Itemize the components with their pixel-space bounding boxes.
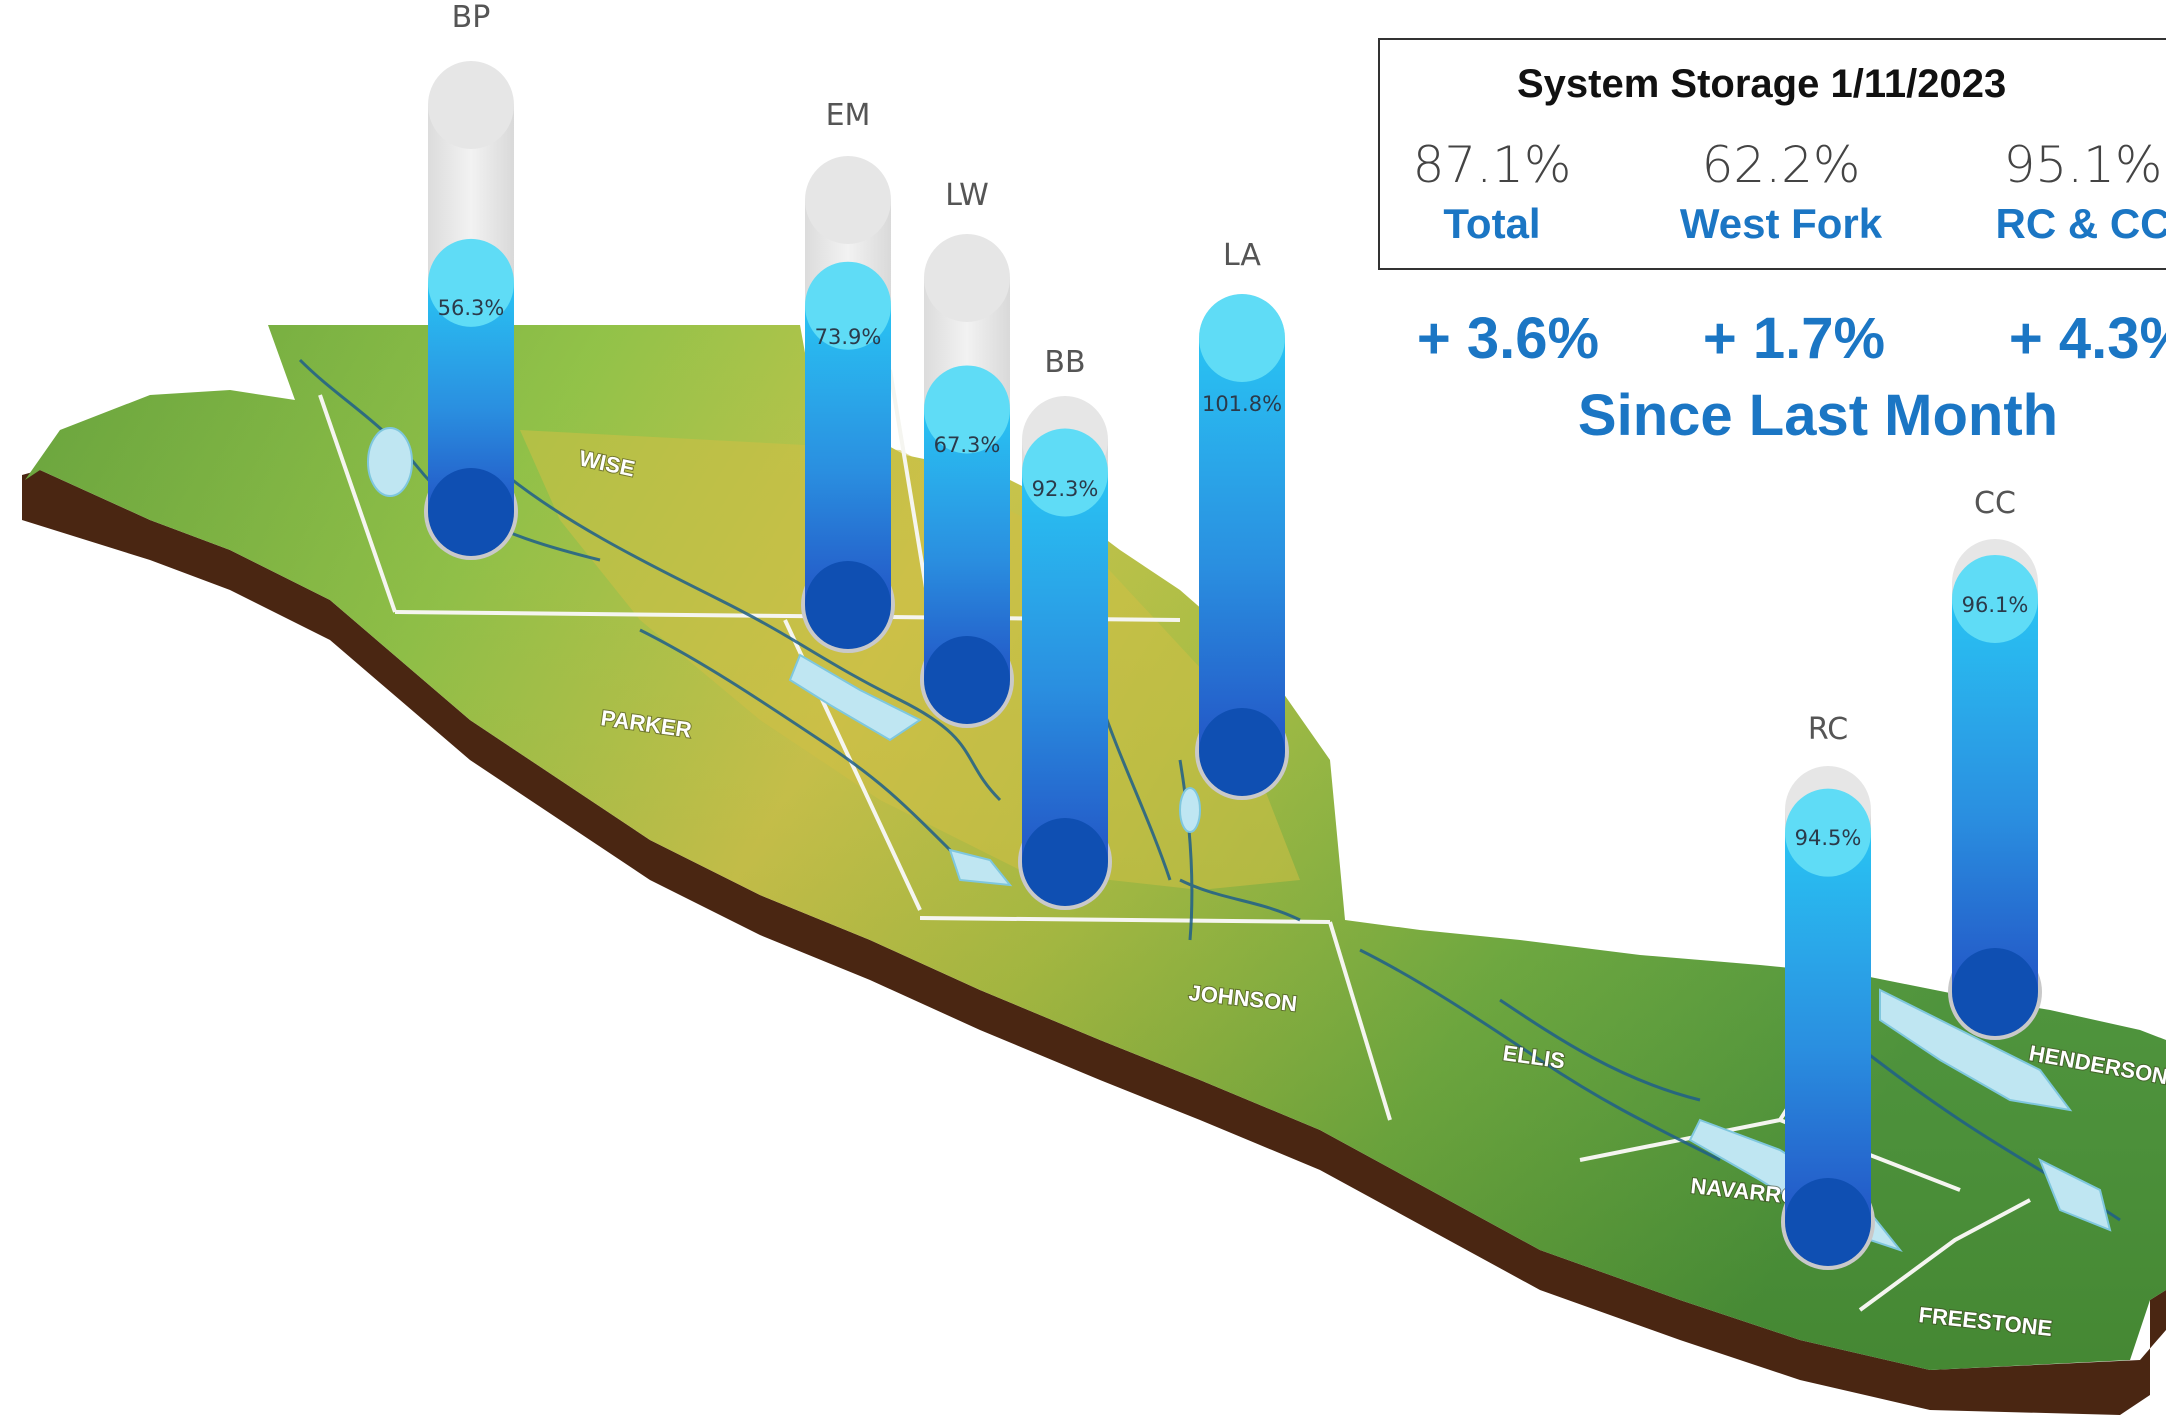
stat-rc-cc-label: RC & CC (1995, 200, 2166, 247)
gauge-water-surface (1952, 554, 2038, 643)
gauge-water-surface (805, 261, 891, 350)
gauge-water-base (1199, 708, 1285, 796)
gauge-water-base (1022, 818, 1108, 906)
reservoir-name-bp: BP (451, 0, 491, 35)
gauge-water-surface (428, 238, 514, 327)
gauge-lw (920, 234, 1014, 728)
gauge-water-surface (1785, 788, 1871, 877)
reservoir-storage-bp: 56.3% (437, 296, 505, 320)
gauge-water-base (428, 468, 514, 556)
gauge-water-surface (1199, 294, 1285, 382)
stat-total-label: Total (1443, 200, 1541, 247)
gauge-em (801, 156, 895, 653)
since-last-month-caption: Since Last Month (1577, 383, 2059, 448)
rivers (298, 358, 2121, 1222)
reservoir-name-bb: BB (1044, 345, 1086, 380)
gauge-water-fill (1199, 338, 1285, 752)
gauge-water-fill (1785, 832, 1871, 1222)
reservoir-storage-lw: 67.3% (933, 433, 1001, 457)
gauge-tube-cap (805, 156, 891, 244)
reservoir-name-la: LA (1223, 238, 1261, 273)
reservoir-storage-em: 73.9% (814, 325, 882, 349)
gauge-la (1195, 294, 1289, 800)
gauge-water-fill (1022, 472, 1108, 862)
change-west-fork: + 1.7% (1702, 306, 1886, 371)
gauge-water-fill (805, 305, 891, 605)
gauge-rc (1781, 766, 1875, 1270)
gauge-bp (424, 61, 518, 560)
gauge-bb (1018, 396, 1112, 910)
change-total: + 3.6% (1416, 306, 1600, 371)
gauge-water-base (805, 561, 891, 649)
gauge-tube-cap (924, 234, 1010, 322)
gauge-tube-cap (428, 61, 514, 149)
gauge-water-base (924, 636, 1010, 724)
reservoir-storage-rc: 94.5% (1794, 826, 1862, 850)
reservoir-storage-la: 101.8% (1201, 392, 1283, 416)
stat-west-fork-label: West Fork (1679, 200, 1883, 247)
system-storage-title: System Storage 1/11/2023 (1517, 62, 2007, 106)
gauge-water-surface (1022, 428, 1108, 517)
reservoir-name-cc: CC (1974, 486, 2016, 521)
reservoir-name-em: EM (825, 98, 871, 133)
gauge-water-fill (1952, 598, 2038, 992)
gauge-water-base (1785, 1178, 1871, 1266)
gauge-cc (1948, 539, 2042, 1040)
stat-west-fork-value: 62.2% (1701, 136, 1861, 194)
reservoir-storage-bb: 92.3% (1031, 477, 1099, 501)
stat-total-value: 87.1% (1412, 136, 1572, 194)
gauge-water-base (1952, 948, 2038, 1036)
reservoir-name-rc: RC (1807, 712, 1849, 747)
gauge-water-surface (924, 365, 1010, 454)
gauge-water-fill (924, 409, 1010, 680)
stat-rc-cc-value: 95.1% (2003, 136, 2163, 194)
system-storage-panel: System Storage 1/11/2023 87.1% Total 62.… (1378, 38, 2166, 270)
change-rc-cc: + 4.3% (2008, 306, 2166, 371)
reservoir-storage-cc: 96.1% (1961, 593, 2029, 617)
reservoir-name-lw: LW (945, 178, 989, 213)
map-base-shadow (22, 470, 2166, 1415)
reservoir-gauges (424, 61, 2042, 1270)
